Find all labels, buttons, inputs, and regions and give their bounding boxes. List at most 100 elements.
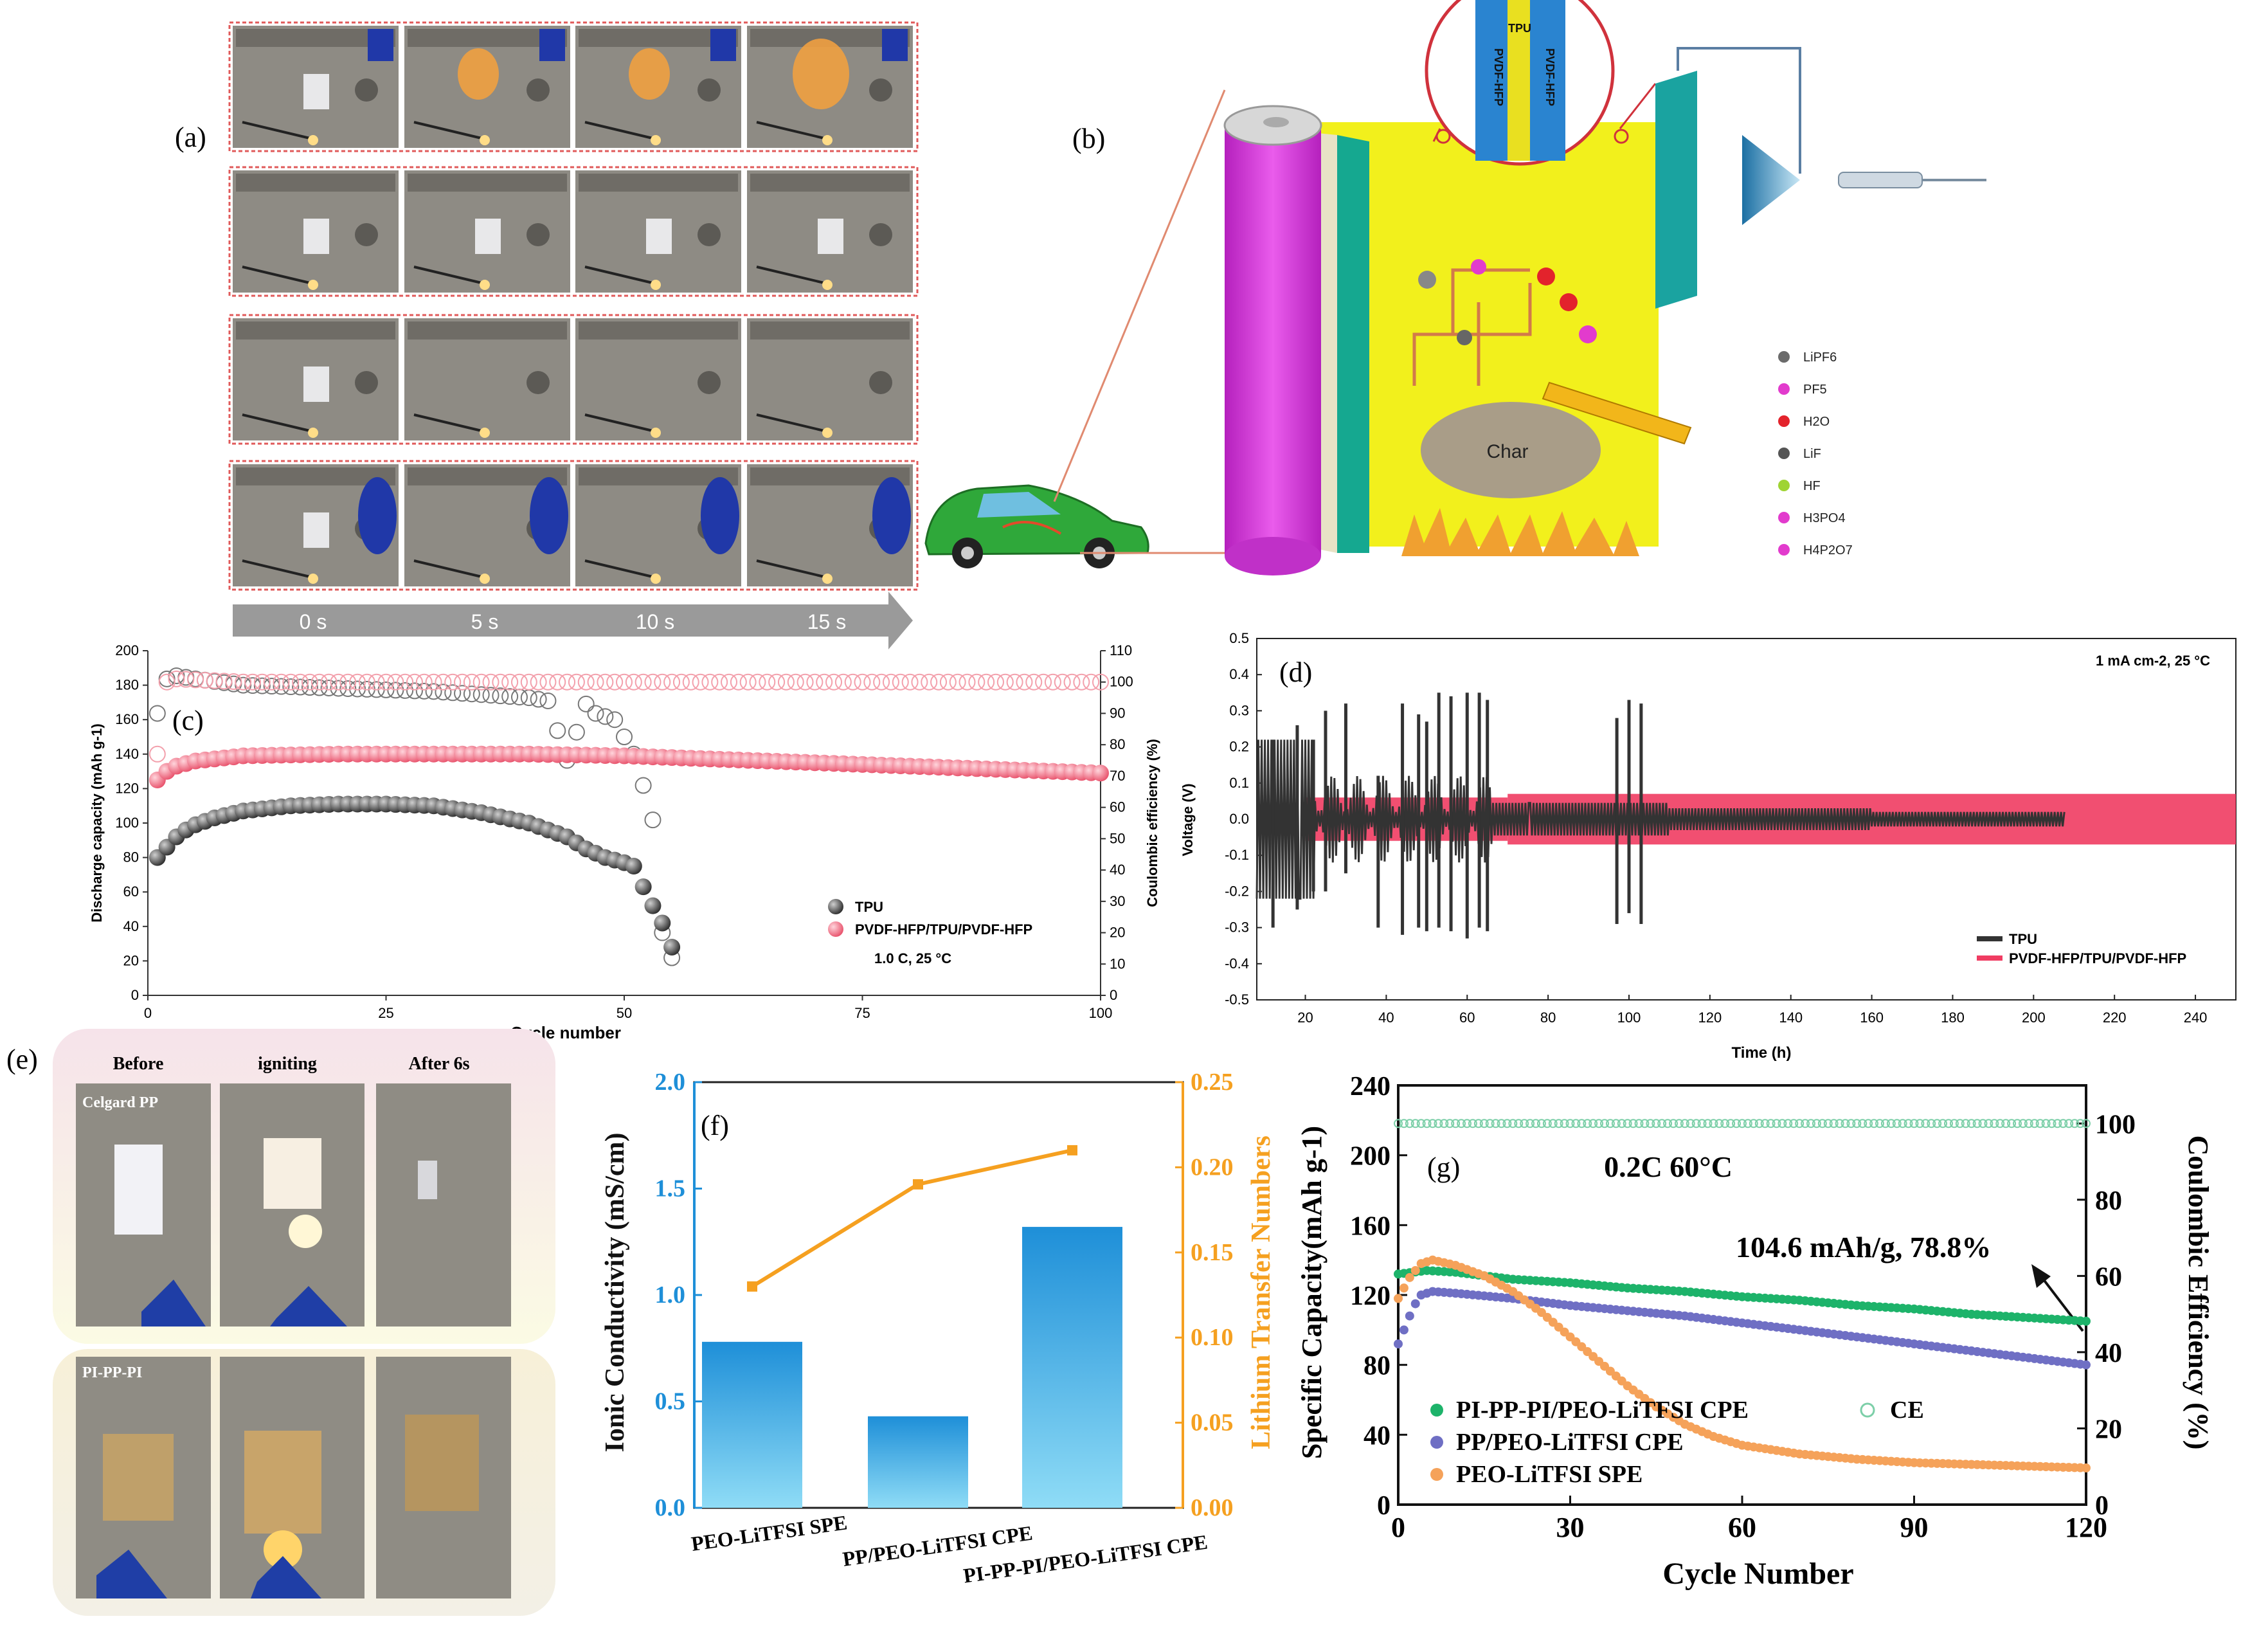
- ce-point: [310, 673, 328, 691]
- ce-point: [177, 671, 195, 688]
- ce-point: [1634, 1119, 1644, 1128]
- ce-point: [273, 678, 290, 695]
- y-tick-label: 0.4: [1229, 666, 1249, 682]
- y2-tick-label: 60: [1110, 799, 1125, 815]
- legend-marker: [1430, 1468, 1443, 1481]
- legend-label: H4P2O7: [1803, 543, 1853, 557]
- h2o-molecule: [1537, 267, 1555, 285]
- ce-point: [1886, 1119, 1896, 1128]
- x-tick-label: 50: [616, 1005, 632, 1021]
- celgard-shrunk: [418, 1161, 437, 1199]
- ce-point: [435, 673, 452, 691]
- panel-label-g: (g): [1427, 1152, 1460, 1183]
- ce-point: [1514, 1119, 1524, 1128]
- y2-tick-label: 0.10: [1191, 1324, 1234, 1351]
- ce-point: [168, 670, 185, 687]
- x-tick-label: 0: [144, 1005, 152, 1021]
- ignition-spark: [480, 280, 490, 290]
- panel-e: (e) Before igniting After 6s Celgard PP …: [6, 1029, 555, 1616]
- h4p2o7-molecule: [1579, 325, 1597, 343]
- y2-tick-label: 70: [1110, 768, 1125, 784]
- ignition-spark: [822, 574, 833, 584]
- ce-point: [1697, 1119, 1707, 1128]
- ce-point: [1445, 1119, 1455, 1128]
- y-tick-label: 2.0: [655, 1069, 686, 1096]
- photo-bench-edge: [579, 174, 738, 192]
- ce-point: [510, 673, 528, 691]
- ce-point: [454, 673, 471, 691]
- ce-point: [1491, 1119, 1500, 1128]
- ce-point: [1594, 1119, 1604, 1128]
- header-after: After 6s: [408, 1054, 469, 1074]
- ce-point: [1560, 1119, 1569, 1128]
- photo-row-frame: [228, 460, 919, 591]
- y2-tick-label: 40: [2095, 1339, 2122, 1368]
- ce-point: [777, 673, 795, 691]
- ce-point: [368, 673, 385, 691]
- ce-point: [663, 673, 681, 691]
- y-tick-label: 80: [123, 849, 139, 865]
- ce-point: [1967, 1119, 1976, 1128]
- zoom-line-top: [1053, 89, 1226, 502]
- y2-tick-label: 0.20: [1191, 1154, 1234, 1181]
- ignition-spark: [480, 135, 490, 145]
- ce-point: [235, 673, 252, 691]
- ce-point: [539, 692, 557, 709]
- ce-point: [1583, 1119, 1592, 1128]
- ignition-spark: [651, 135, 661, 145]
- ignition-spark: [651, 428, 661, 438]
- ce-point: [901, 673, 919, 691]
- annotation-arrowhead: [2031, 1264, 2051, 1288]
- ignition-rod: [413, 559, 482, 578]
- ce-point: [1972, 1119, 1982, 1128]
- ignition-rod: [242, 413, 310, 432]
- ce-point: [672, 673, 690, 691]
- ce-point: [397, 682, 414, 699]
- ce-point: [1789, 1119, 1799, 1128]
- ce-point: [263, 678, 280, 695]
- ce-point: [1434, 1119, 1443, 1128]
- ce-point: [634, 777, 652, 794]
- tpu-voltage-trace: [1256, 739, 2066, 900]
- ce-point: [682, 673, 699, 691]
- panel-c: (c) 0 25 50 75 10002040608010012014016018020…: [89, 642, 1160, 1042]
- ce-point: [1657, 1119, 1667, 1128]
- ce-point: [425, 673, 442, 691]
- photo-bench-edge: [408, 321, 567, 340]
- ce-point: [215, 673, 233, 690]
- capacity-annotation: 104.6 mAh/g, 78.8%: [1736, 1231, 1991, 1263]
- legend-label: H3PO4: [1803, 511, 1846, 525]
- ce-point: [187, 671, 204, 689]
- ce-point: [1846, 1119, 1856, 1128]
- ce-point: [454, 685, 471, 702]
- capacity-point: [663, 938, 681, 955]
- ce-point: [1990, 1119, 1999, 1128]
- y2-tick-label: 30: [1110, 893, 1125, 909]
- ce-point: [987, 673, 1004, 691]
- ce-point: [1961, 1119, 1970, 1128]
- h3po4-molecule: [1560, 293, 1578, 311]
- ce-point: [1035, 673, 1052, 691]
- ce-point: [1732, 1119, 1742, 1128]
- bench-hole: [355, 223, 378, 246]
- ce-point: [616, 729, 633, 745]
- separator-sample: [475, 219, 501, 254]
- ce-point: [606, 673, 624, 691]
- ce-point: [1554, 1119, 1563, 1128]
- ce-point: [1720, 1119, 1730, 1128]
- ce-point: [463, 673, 480, 691]
- ce-point: [978, 673, 995, 691]
- ce-point: [2018, 1119, 2028, 1128]
- separator-sample: [303, 219, 329, 254]
- condition-annotation: 1 mA cm-2, 25 °C: [2096, 653, 2210, 669]
- molecule-legend: LiPF6 PF5 H2O LiF HF H3PO4 H4P2O7: [1778, 350, 1853, 557]
- ce-point: [1749, 1119, 1758, 1128]
- y-tick-label: 60: [123, 883, 139, 900]
- capacity-point: [1092, 765, 1109, 782]
- ce-point: [1944, 1119, 1953, 1128]
- bench-hole: [698, 223, 721, 246]
- glove: [530, 477, 568, 554]
- glove: [358, 477, 397, 554]
- ce-point: [1898, 1119, 1907, 1128]
- ce-point: [892, 673, 909, 691]
